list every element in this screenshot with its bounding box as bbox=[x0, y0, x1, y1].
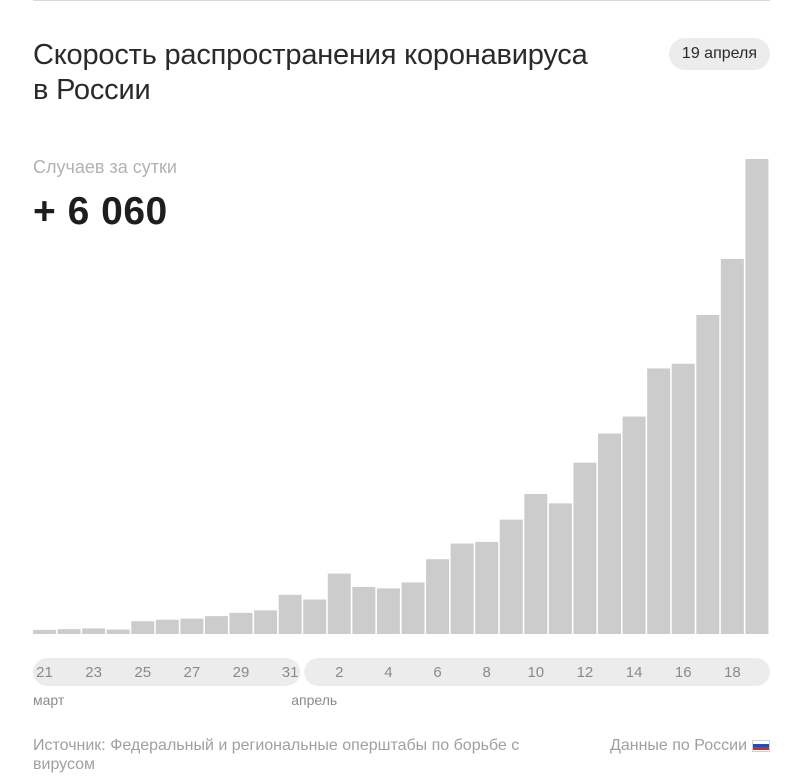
x-tick-label: 29 bbox=[233, 664, 250, 681]
x-tick-label: 23 bbox=[85, 664, 102, 681]
bar-17 bbox=[426, 559, 450, 634]
bar-19 bbox=[475, 541, 499, 634]
bar-2 bbox=[57, 629, 81, 634]
bars-group bbox=[33, 159, 769, 634]
month-label: апрель bbox=[291, 692, 338, 708]
russia-flag-icon bbox=[752, 739, 770, 752]
bar-25 bbox=[622, 416, 646, 634]
bar-28 bbox=[696, 314, 720, 634]
bar-8 bbox=[204, 616, 228, 634]
x-tick-label: 18 bbox=[724, 664, 741, 681]
x-tick-label: 31 bbox=[282, 664, 299, 681]
bar-13 bbox=[327, 573, 351, 634]
bar-20 bbox=[499, 519, 523, 634]
bar-16 bbox=[401, 582, 425, 634]
date-badge: 19 апреля bbox=[668, 38, 770, 70]
daily-cases-value: + 6 060 bbox=[33, 190, 168, 233]
country-link-label: Данные по России bbox=[610, 737, 747, 754]
x-tick-label: 27 bbox=[184, 664, 201, 681]
x-tick-label: 2 bbox=[335, 664, 343, 681]
x-tick-label: 10 bbox=[527, 664, 544, 681]
bar-30 bbox=[745, 159, 769, 634]
bar-11 bbox=[278, 594, 302, 634]
top-divider bbox=[33, 0, 770, 1]
bar-12 bbox=[303, 599, 327, 634]
bar-3 bbox=[82, 628, 106, 634]
bar-5 bbox=[131, 621, 155, 634]
x-tick-label: 16 bbox=[675, 664, 692, 681]
x-axis-group: 21 23 25 27 29 31 2 4 6 8 10 12 14 16 18 bbox=[33, 658, 770, 686]
axis-pill-april bbox=[304, 658, 770, 686]
x-tick-label: 21 bbox=[36, 664, 53, 681]
x-tick-label: 12 bbox=[577, 664, 594, 681]
bar-15 bbox=[376, 588, 400, 634]
bar-29 bbox=[720, 258, 744, 634]
x-tick-label: 8 bbox=[483, 664, 491, 681]
bar-22 bbox=[548, 503, 572, 634]
bar-23 bbox=[573, 462, 597, 634]
chart-title: Скорость распространения коронавируса в … bbox=[33, 39, 588, 106]
x-tick-label: 6 bbox=[433, 664, 441, 681]
bar-21 bbox=[524, 494, 548, 634]
bar-10 bbox=[254, 610, 278, 634]
axis-pill-march bbox=[33, 658, 301, 686]
country-data-link[interactable]: Данные по России bbox=[610, 736, 770, 755]
bar-24 bbox=[598, 433, 621, 634]
bar-1 bbox=[33, 629, 56, 634]
bar-27 bbox=[671, 363, 695, 634]
bar-6 bbox=[155, 619, 179, 634]
x-tick-label: 4 bbox=[384, 664, 392, 681]
bar-9 bbox=[229, 612, 253, 634]
bar-7 bbox=[180, 618, 204, 634]
daily-cases-label: Случаев за сутки bbox=[33, 157, 177, 177]
x-tick-label: 14 bbox=[626, 664, 643, 681]
bar-18 bbox=[450, 543, 474, 634]
month-label: март bbox=[33, 692, 65, 708]
bar-26 bbox=[647, 368, 671, 634]
source-note: Источник: Федеральный и региональные опе… bbox=[33, 737, 520, 773]
bar-4 bbox=[106, 629, 130, 634]
x-tick-label: 25 bbox=[134, 664, 151, 681]
bar-14 bbox=[352, 586, 376, 634]
